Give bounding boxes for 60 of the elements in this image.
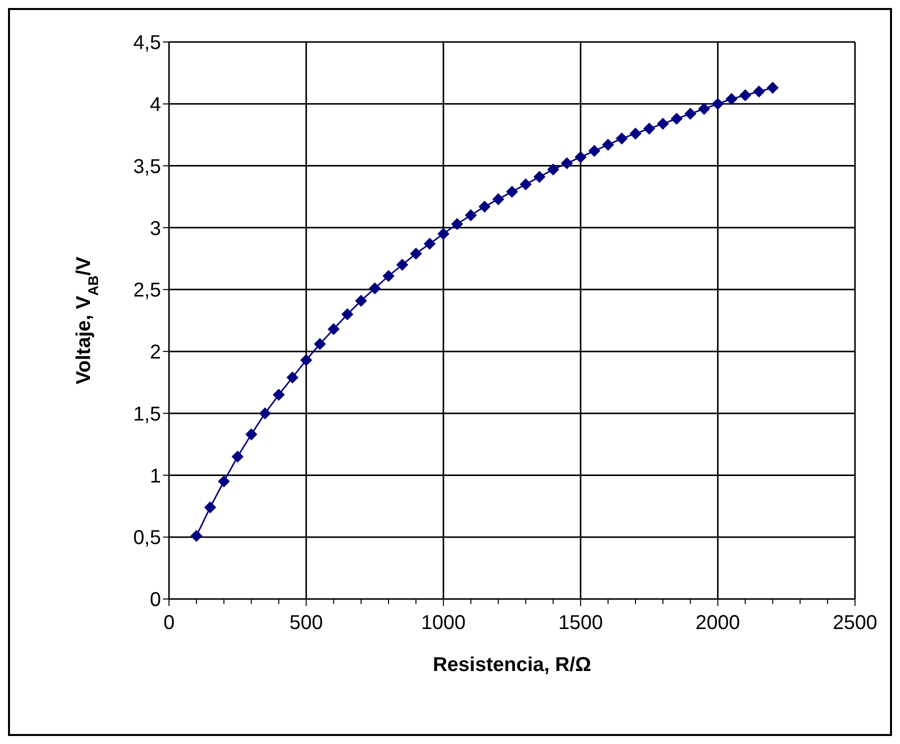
- point: [712, 98, 724, 110]
- point: [698, 102, 710, 115]
- y-tick-label: 2,5: [133, 280, 161, 302]
- point: [616, 132, 628, 145]
- point: [547, 163, 560, 176]
- point: [245, 428, 258, 440]
- point: [656, 118, 669, 130]
- x-axis-title: Resistencia, R/Ω: [432, 654, 592, 676]
- point: [272, 388, 285, 401]
- point: [478, 200, 491, 213]
- y-tick-label: 4: [150, 94, 161, 116]
- point: [464, 209, 477, 222]
- y-tick-label: 1: [150, 465, 161, 488]
- point: [492, 193, 504, 206]
- point: [355, 294, 368, 307]
- point: [726, 92, 738, 105]
- point: [204, 501, 216, 514]
- point: [588, 144, 600, 157]
- x-tick-label: 1000: [421, 612, 466, 634]
- point: [259, 407, 272, 420]
- point: [739, 89, 752, 102]
- point: [602, 138, 614, 151]
- x-tick-label: 500: [290, 612, 323, 634]
- point: [520, 178, 532, 190]
- y-tick-label: 4,5: [133, 32, 161, 54]
- y-tick-label: 2: [150, 342, 161, 364]
- point: [752, 86, 765, 98]
- x-tick-label: 2000: [696, 612, 740, 634]
- point: [560, 157, 573, 170]
- point: [410, 248, 422, 260]
- point: [533, 170, 546, 183]
- y-tick-label: 0: [150, 589, 161, 612]
- point: [232, 450, 244, 463]
- point: [218, 475, 230, 488]
- point: [328, 323, 340, 336]
- point: [766, 82, 779, 94]
- y-tick-label: 0,5: [133, 527, 161, 550]
- y-tick-label: 3: [150, 218, 161, 240]
- point: [368, 282, 381, 294]
- point: [437, 228, 450, 240]
- point: [300, 354, 312, 366]
- point: [341, 308, 354, 320]
- point: [670, 112, 683, 125]
- point: [643, 122, 656, 135]
- point: [382, 270, 395, 282]
- x-tick-label: 2500: [832, 612, 878, 634]
- x-tick-label: 0: [163, 612, 175, 634]
- point: [396, 258, 408, 271]
- point: [424, 238, 436, 250]
- point: [629, 128, 642, 140]
- y-tick-label: 1,5: [133, 403, 161, 426]
- point: [574, 151, 587, 164]
- point: [684, 108, 696, 120]
- point: [451, 218, 464, 230]
- y-tick-label: 3,5: [133, 156, 161, 178]
- point: [190, 530, 202, 542]
- point: [506, 186, 518, 198]
- x-tick-label: 1500: [558, 612, 603, 634]
- point: [314, 338, 326, 350]
- point: [286, 371, 298, 384]
